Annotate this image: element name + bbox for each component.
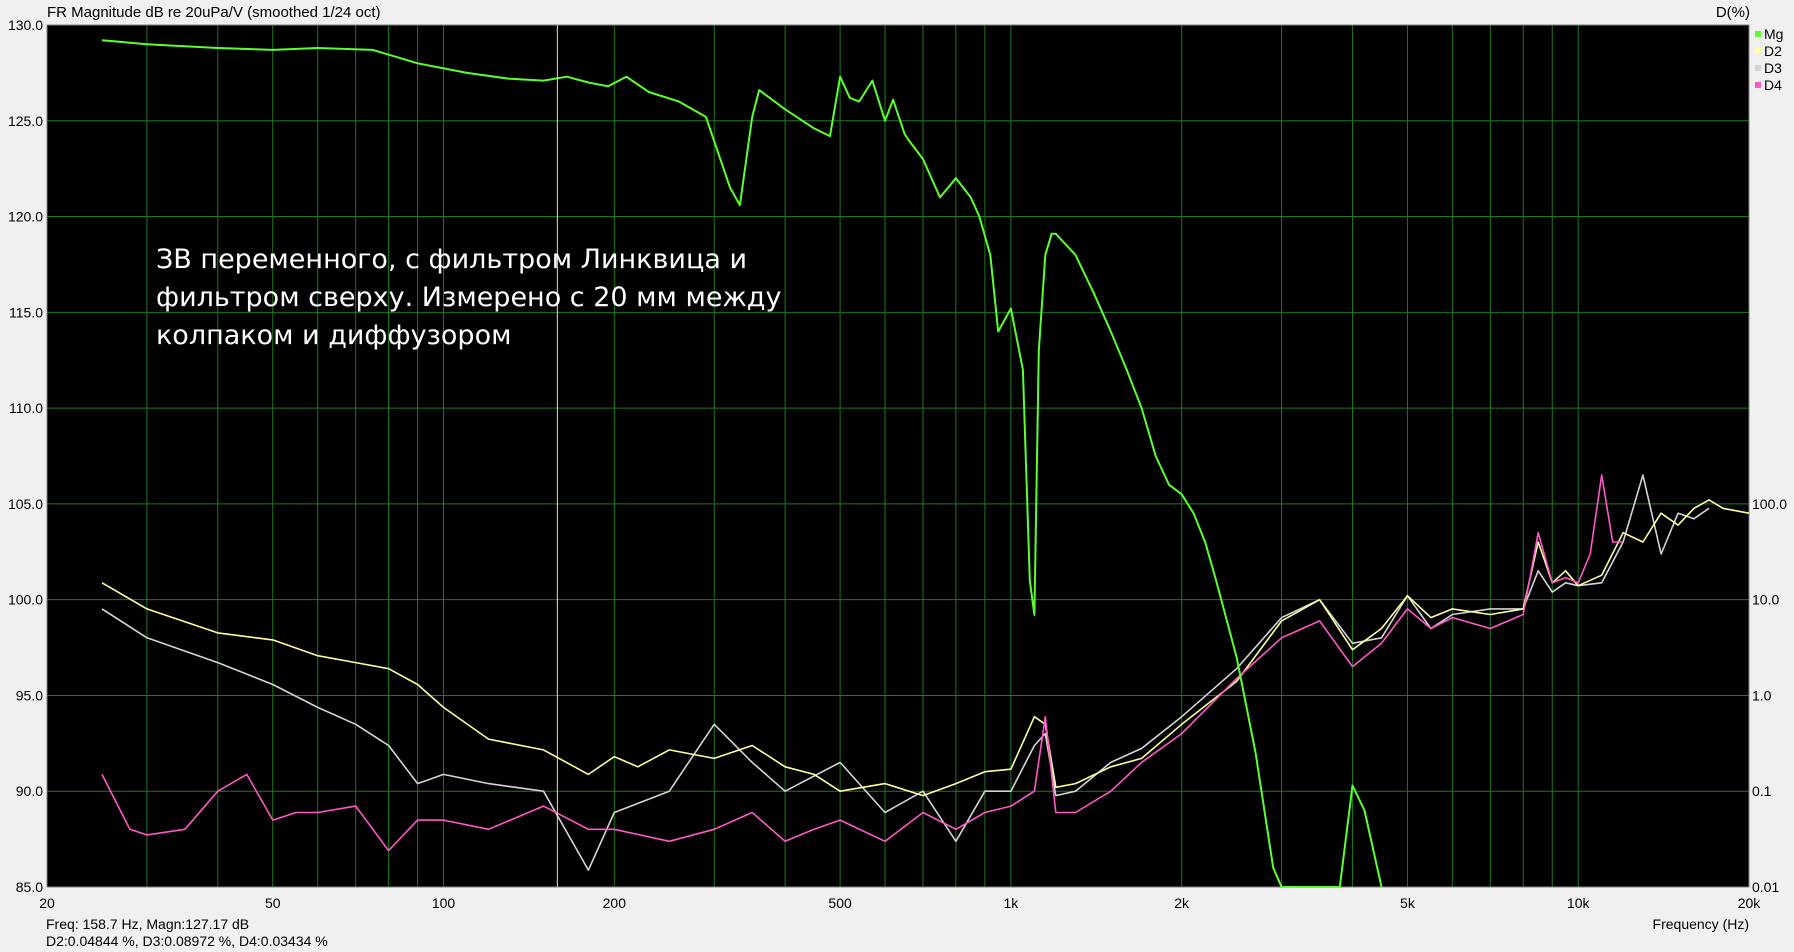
y2-tick-label: 100.0 xyxy=(1752,496,1787,512)
series-line-d3 xyxy=(101,474,1710,871)
x-tick-label: 2k xyxy=(1174,895,1190,911)
plot-border xyxy=(46,24,1750,888)
x-tick-label: 50 xyxy=(265,895,281,911)
y2-tick-label: 0.1 xyxy=(1752,783,1772,799)
x-tick-label: 1k xyxy=(1003,895,1019,911)
grid xyxy=(46,24,1750,888)
legend-swatch-d2 xyxy=(1755,48,1761,54)
legend-swatch-d4 xyxy=(1755,82,1761,88)
x-tick-label: 500 xyxy=(828,895,852,911)
y-tick-label: 110.0 xyxy=(9,400,43,416)
annotation-line: фильтром сверху. Измерено с 20 мм между xyxy=(156,282,781,313)
annotation-line: колпаком и диффузором xyxy=(156,320,511,351)
x-tick-label: 200 xyxy=(603,895,627,911)
legend-label-d4[interactable]: D4 xyxy=(1764,77,1782,93)
y-tick-label: 85.0 xyxy=(16,879,43,895)
y-tick-label: 115.0 xyxy=(9,304,43,320)
cursor-readout-distortion: D2:0.04844 %, D3:0.08972 %, D4:0.03434 % xyxy=(46,933,328,949)
y-tick-label: 90.0 xyxy=(16,783,43,799)
series-group xyxy=(101,39,1749,887)
y2-tick-label: 10.0 xyxy=(1752,592,1779,608)
x-tick-label: 5k xyxy=(1400,895,1416,911)
right-axis-title: D(%) xyxy=(1715,4,1750,21)
x-tick-label: 20k xyxy=(1738,895,1762,911)
x-axis-label: Frequency (Hz) xyxy=(1652,916,1749,932)
y2-tick-label: 1.0 xyxy=(1752,687,1772,703)
legend-swatch-mg xyxy=(1755,31,1761,37)
legend-label-d3[interactable]: D3 xyxy=(1764,60,1782,76)
x-axis-ticks: 20 50 100 200 500 1k 2k 5k 10k 20k xyxy=(39,895,1761,911)
x-tick-label: 10k xyxy=(1567,895,1591,911)
y-tick-label: 120.0 xyxy=(8,209,43,225)
plot-area[interactable] xyxy=(47,25,1749,887)
y-tick-label: 130.0 xyxy=(8,17,43,33)
legend-label-mg[interactable]: Mg xyxy=(1764,26,1783,42)
y2-tick-label: 0.01 xyxy=(1752,879,1779,895)
series-line-d4 xyxy=(101,474,1624,852)
x-tick-label: 20 xyxy=(39,895,55,911)
y-tick-label: 105.0 xyxy=(8,496,43,512)
y-tick-label: 95.0 xyxy=(16,687,43,703)
chart-title: FR Magnitude dB re 20uPa/V (smoothed 1/2… xyxy=(47,4,381,21)
y-axis-ticks: 85.0 90.0 95.0 100.0 105.0 110.0 115.0 120.0 125… xyxy=(8,17,43,895)
y-tick-label: 100.0 xyxy=(8,592,43,608)
y2-axis-ticks: 0.01 0.1 1.0 10.0 100.0 xyxy=(1752,496,1787,895)
annotation-line: ЗВ переменного, с фильтром Линквица и xyxy=(156,244,747,275)
annotation-text: ЗВ переменного, с фильтром Линквица и фил… xyxy=(156,244,781,351)
series-line-mg xyxy=(101,39,1383,887)
y-tick-label: 125.0 xyxy=(8,113,43,129)
series-line-d2 xyxy=(101,499,1749,797)
legend-label-d2[interactable]: D2 xyxy=(1764,43,1782,59)
x-tick-label: 100 xyxy=(432,895,456,911)
cursor-readout-freq: Freq: 158.7 Hz, Magn:127.17 dB xyxy=(46,916,250,932)
legend-swatch-d3 xyxy=(1755,65,1761,71)
